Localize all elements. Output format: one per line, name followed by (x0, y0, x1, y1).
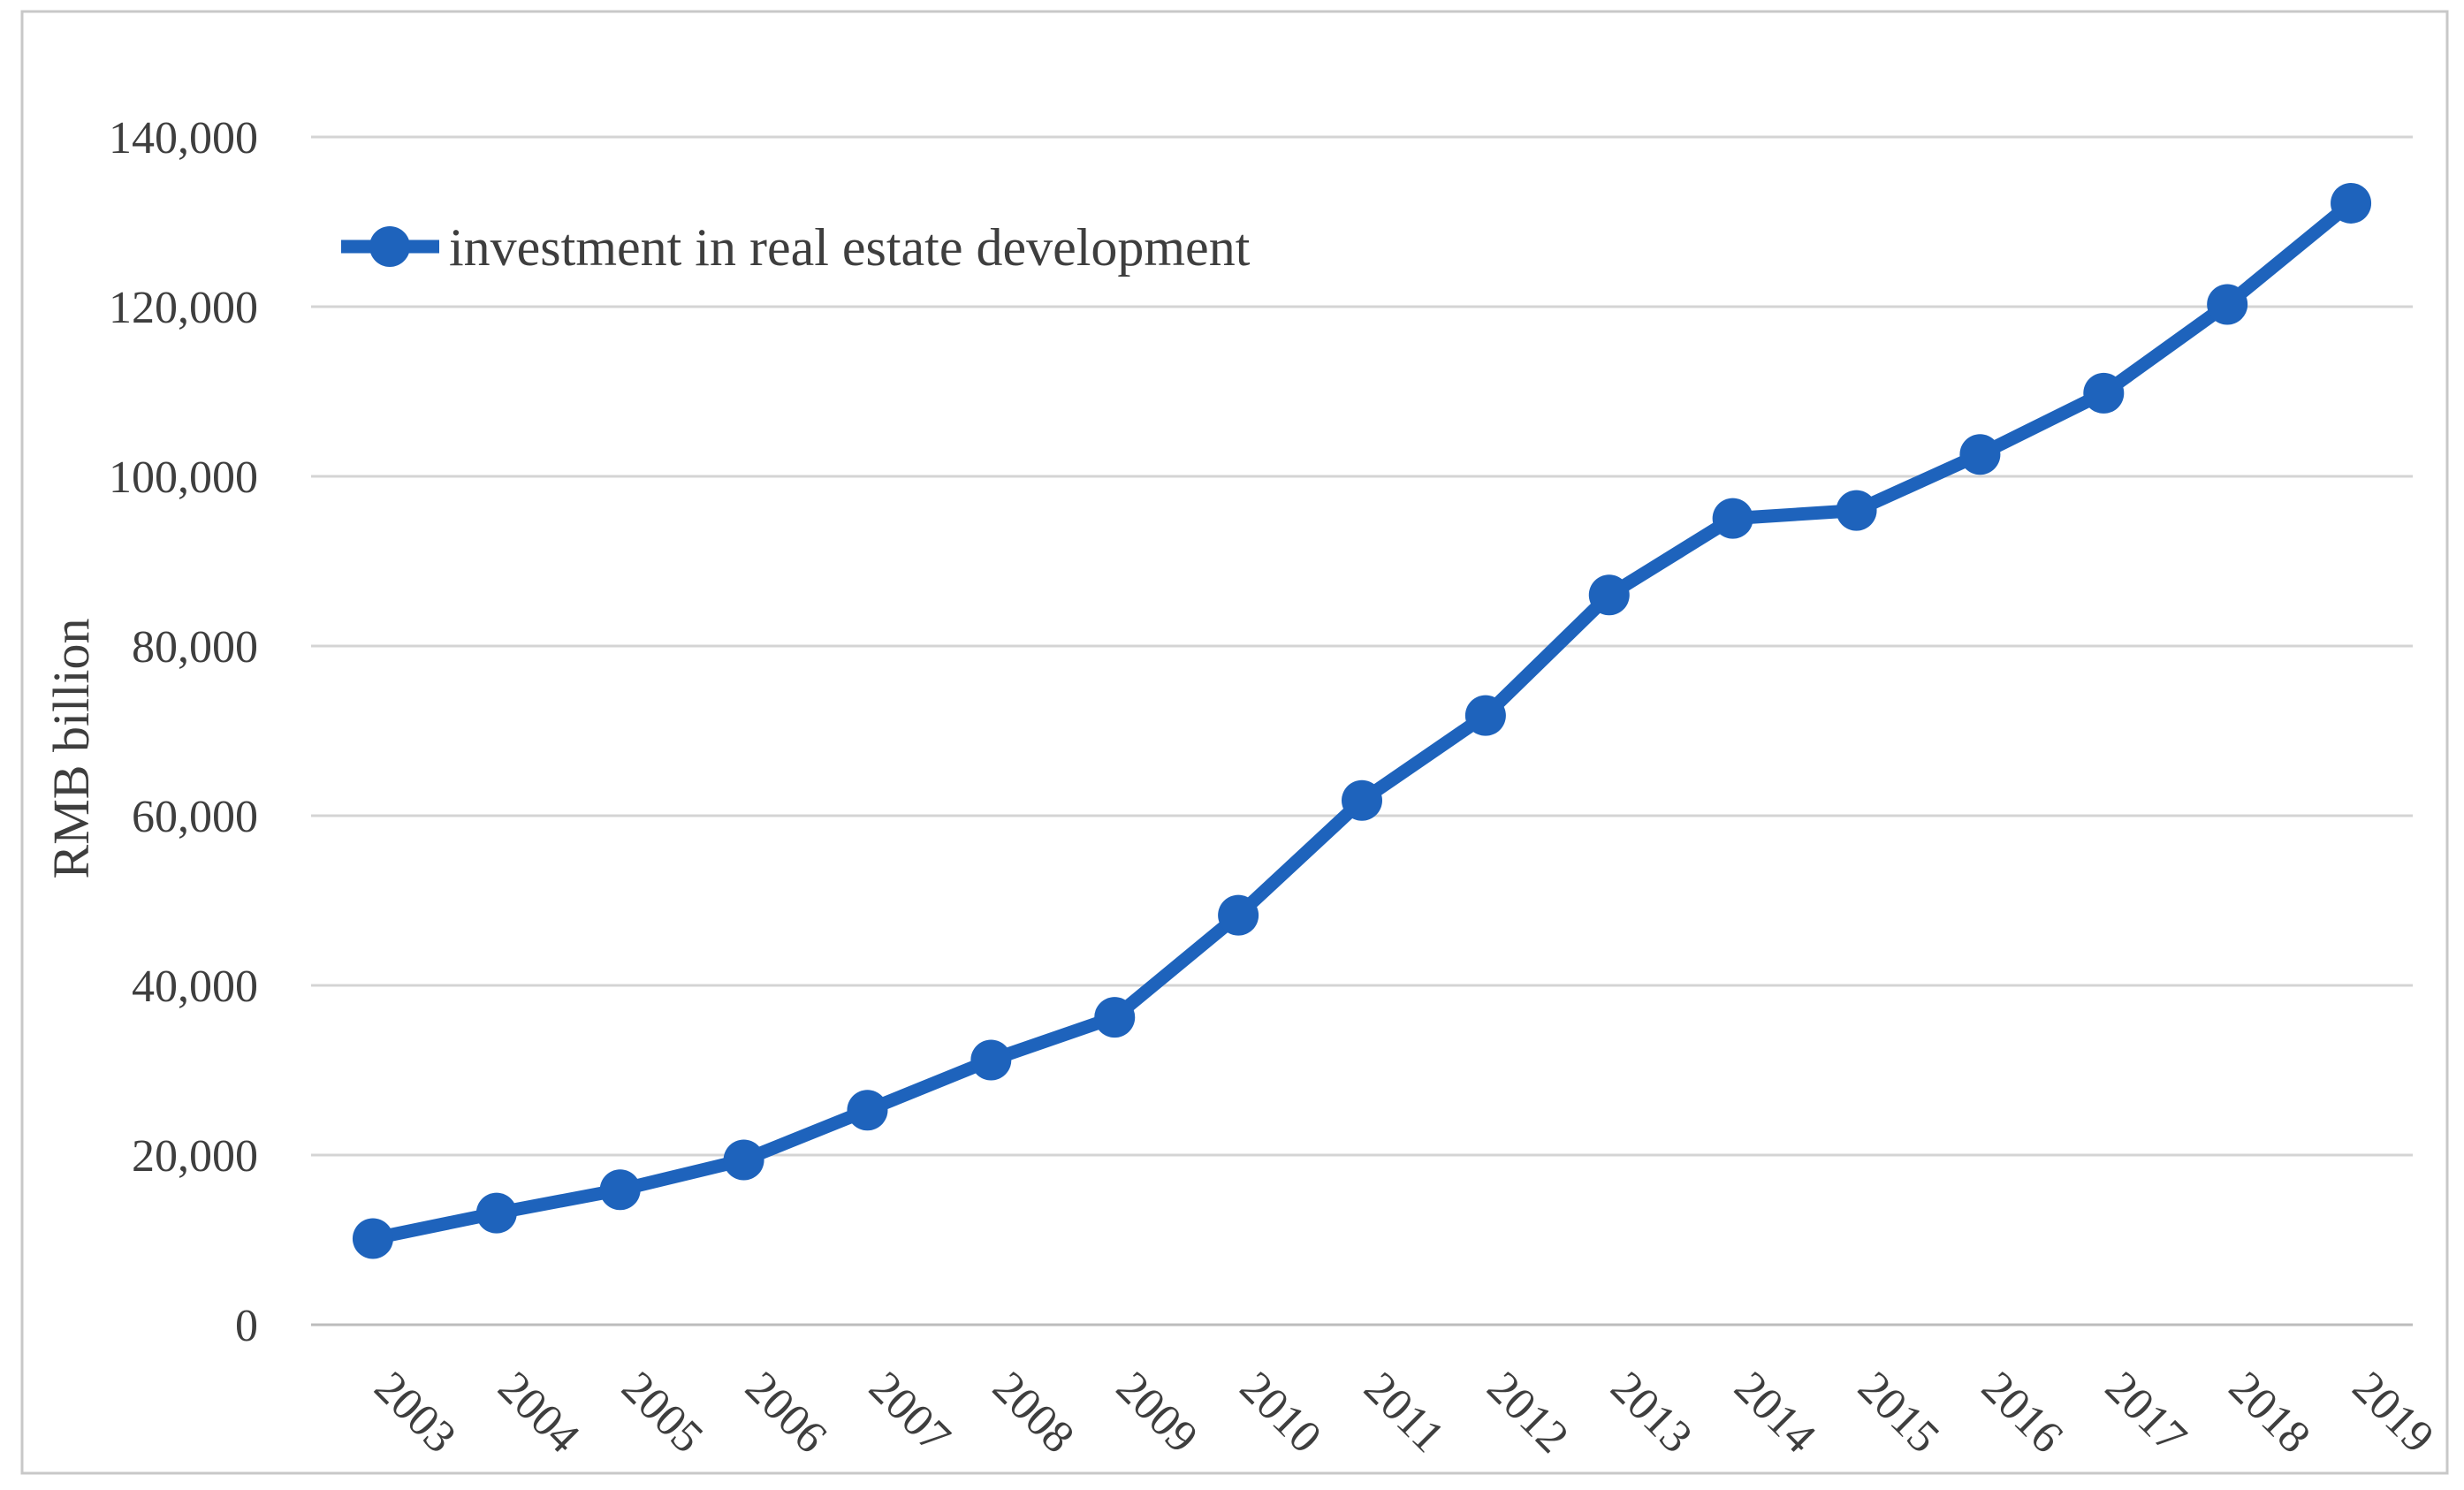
x-tick-label: 2010 (1230, 1362, 1331, 1463)
data-point-2014 (1712, 498, 1753, 539)
legend-label: investment in real estate development (449, 218, 1251, 277)
x-tick-label: 2015 (1848, 1362, 1949, 1463)
data-point-2009 (1094, 997, 1136, 1038)
y-tick-label: 0 (235, 1301, 258, 1351)
x-tick-label: 2017 (2095, 1362, 2196, 1463)
x-tick-label: 2007 (859, 1362, 960, 1463)
data-point-2011 (1342, 779, 1382, 821)
y-tick-label: 100,000 (109, 452, 258, 503)
x-tick-label: 2019 (2343, 1362, 2444, 1463)
data-point-2006 (723, 1139, 764, 1181)
x-tick-label: 2009 (1107, 1362, 1207, 1463)
data-point-2004 (475, 1192, 517, 1234)
legend-marker-circle-icon (369, 226, 410, 267)
data-point-2008 (970, 1039, 1012, 1081)
y-tick-label: 40,000 (132, 962, 258, 1012)
chart-border (20, 10, 2449, 1475)
data-point-2005 (599, 1169, 641, 1211)
x-tick-label: 2005 (612, 1362, 712, 1463)
x-tick-label: 2016 (1972, 1362, 2072, 1463)
gridlines-group (311, 135, 2413, 1157)
data-point-2015 (1836, 490, 1877, 531)
x-tick-label: 2004 (489, 1362, 589, 1463)
x-tick-label: 2011 (1354, 1363, 1453, 1462)
y-tick-label: 80,000 (132, 622, 258, 673)
x-tick-label: 2003 (365, 1362, 466, 1463)
data-point-2013 (1588, 574, 1630, 616)
data-point-2018 (2207, 284, 2248, 325)
legend: investment in real estate development (341, 218, 1251, 277)
y-axis-title: RMB billion (42, 619, 100, 879)
x-tick-label: 2018 (2219, 1362, 2320, 1463)
y-tick-label: 140,000 (109, 113, 258, 163)
data-point-2019 (2331, 182, 2372, 224)
data-point-2010 (1218, 894, 1259, 936)
data-point-2012 (1464, 695, 1506, 736)
data-point-2017 (2083, 372, 2125, 414)
y-tick-label: 60,000 (132, 792, 258, 842)
x-tick-label: 2008 (983, 1362, 1084, 1463)
x-axis-tick-labels: 2003 2004 2005 2006 2007 2008 2009 2010 2011 2012… (365, 1362, 2444, 1463)
series-line (366, 196, 2358, 1246)
series-markers (352, 182, 2372, 1259)
x-tick-label: 2012 (1478, 1362, 1578, 1463)
x-tick-label: 2006 (735, 1362, 836, 1463)
y-axis-tick-labels: 0 20,000 40,000 60,000 80,000 100,000 120,000 1… (109, 113, 258, 1351)
x-tick-label: 2014 (1724, 1362, 1825, 1463)
y-tick-label: 120,000 (109, 283, 258, 333)
x-tick-label: 2013 (1601, 1362, 1702, 1463)
data-point-2003 (352, 1218, 393, 1259)
data-point-2007 (847, 1090, 888, 1131)
y-tick-label: 20,000 (132, 1131, 258, 1182)
data-point-2016 (1959, 434, 2001, 475)
